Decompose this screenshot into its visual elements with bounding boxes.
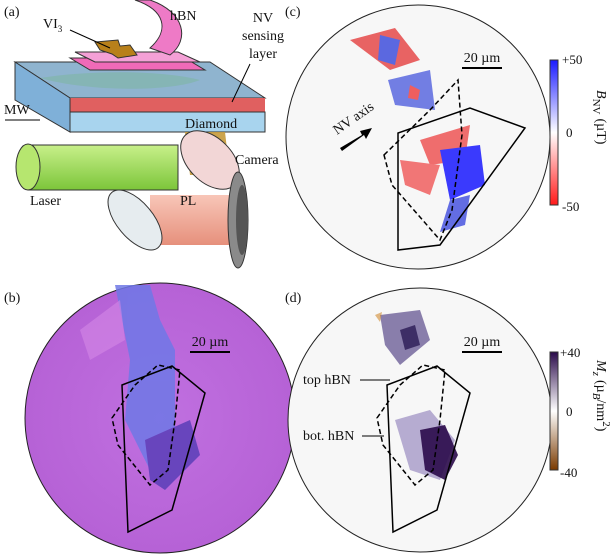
figure: (a) VI3 hBN NV sensing layer MW Diamond … (0, 0, 615, 556)
colorbar-title: Mz(µB/nm2) (590, 359, 612, 432)
colorbar (550, 352, 558, 470)
nv-label: layer (249, 47, 277, 62)
field-of-view (286, 5, 550, 269)
scale-label: 20 µm (192, 335, 229, 350)
title-unit: (µT) (593, 118, 608, 144)
title-unit: ) (593, 427, 608, 432)
panel-label: (a) (4, 5, 20, 20)
title-sub: NV (590, 99, 602, 115)
laser-end (16, 144, 40, 190)
panel-d: (d) 20 µm top hBN bot. hBN +40 0 -40 Mz(… (285, 288, 612, 552)
title-sub: z (590, 371, 602, 377)
colorbar-tick: -40 (560, 465, 577, 480)
hbn-label: hBN (170, 9, 196, 24)
laser-label: Laser (30, 194, 61, 209)
panel-label: (c) (285, 5, 301, 20)
nv-label: sensing (242, 29, 284, 44)
vi3-sub: 3 (58, 24, 63, 34)
colorbar-tick: +40 (560, 345, 580, 360)
page: {"a": {"label": "(a)", "vi3": {"main": "… (0, 0, 615, 556)
colorbar-tick: -50 (562, 199, 579, 214)
colorbar-title: BNV(µT) (590, 90, 608, 145)
nv-strip (70, 98, 265, 112)
hbn-top (75, 52, 200, 62)
camera-label: Camera (235, 153, 279, 168)
colorbar (550, 60, 558, 205)
mw-label: MW (4, 103, 30, 118)
panel-label: (b) (4, 291, 21, 306)
laser (28, 145, 178, 190)
vi3-main: VI (43, 17, 58, 32)
title-unit: /nm (593, 399, 608, 421)
vi3-label: VI3 (43, 17, 63, 34)
panel-label: (d) (285, 291, 302, 306)
bot-hbn-label: bot. hBN (303, 429, 354, 444)
colorbar-tick: 0 (566, 125, 573, 140)
pl-label: PL (180, 194, 196, 209)
panel-b: (b) 20 µm (4, 283, 295, 553)
colorbar-tick: +50 (562, 52, 582, 67)
camera-lens (236, 185, 248, 255)
nv-label: NV (253, 11, 273, 26)
panel-a: (a) VI3 hBN NV sensing layer MW Diamond … (4, 0, 284, 268)
title-unit: (µ (593, 380, 608, 393)
scale-label: 20 µm (464, 335, 501, 350)
top-hbn-label: top hBN (303, 373, 351, 388)
diamond-label: Diamond (185, 117, 237, 132)
scale-label: 20 µm (464, 51, 501, 66)
panel-c: (c) 20 µm NV axis +50 0 -50 BNV(µT) (285, 5, 608, 269)
colorbar-tick: 0 (566, 404, 573, 419)
pointer (70, 30, 110, 48)
